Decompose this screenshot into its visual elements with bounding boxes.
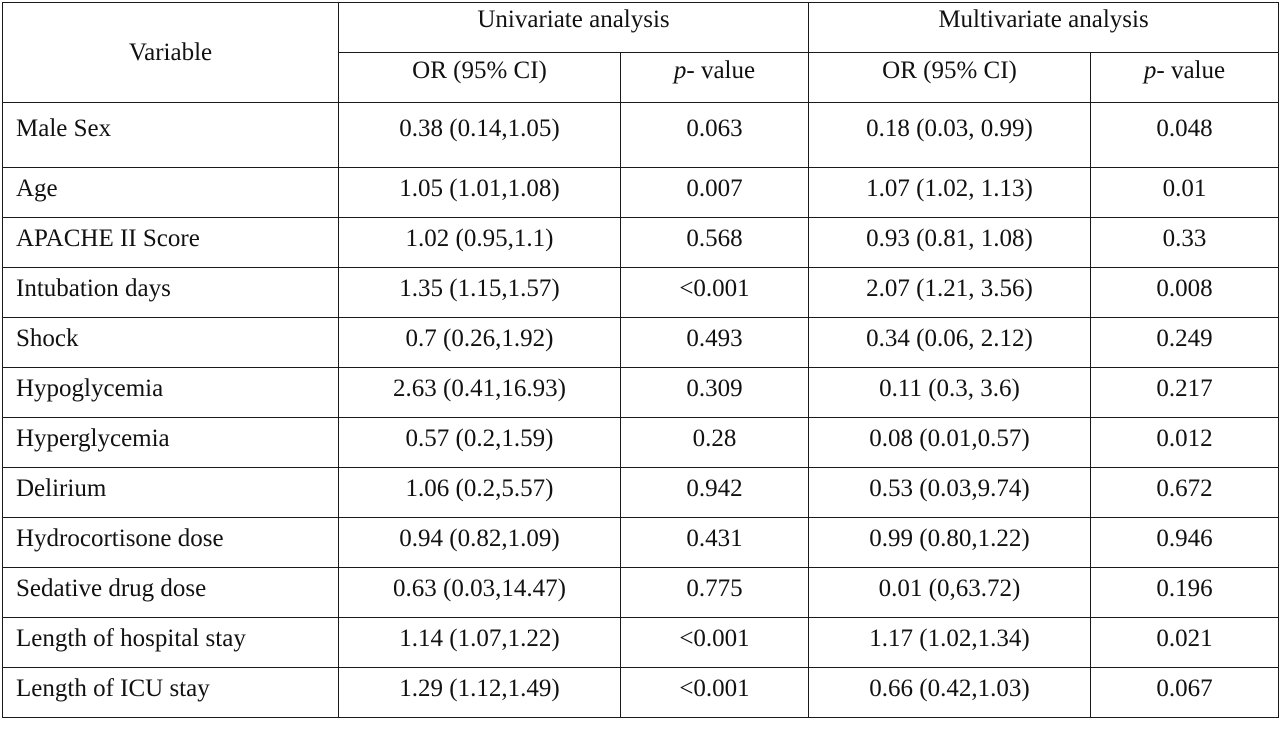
variable-cell: APACHE II Score (2, 217, 339, 268)
multivariate-or-cell: 0.08 (0.01,0.57) (808, 417, 1091, 468)
univariate-p-cell: 0.942 (620, 467, 809, 518)
table-row: Male Sex 0.38 (0.14,1.05) 0.063 0.18 (0.03,… (2, 102, 1279, 168)
table-row: Delirium 1.06 (0.2,5.57) 0.942 0.53 (0.03,9… (2, 467, 1279, 518)
p-italic: p (1143, 57, 1157, 84)
univariate-or-cell: 0.38 (0.14,1.05) (338, 102, 621, 168)
table-row: Sedative drug dose 0.63 (0.03,14.47) 0.775… (2, 567, 1279, 618)
multivariate-p-cell: 0.33 (1090, 217, 1279, 268)
multivariate-p-cell: 0.048 (1090, 102, 1279, 168)
univariate-p-cell: 0.28 (620, 417, 809, 468)
table-row: Shock 0.7 (0.26,1.92) 0.493 0.34 (0.06, 2.1… (2, 317, 1279, 368)
header-row-sub: OR (95% CI) p- value OR (95% CI) p- valu… (3, 52, 1279, 103)
variable-cell: Intubation days (2, 267, 339, 318)
variable-cell: Hyperglycemia (2, 417, 339, 468)
univariate-or-cell: 2.63 (0.41,16.93) (338, 367, 621, 418)
univariate-or-cell: 0.57 (0.2,1.59) (338, 417, 621, 468)
multivariate-header: Multivariate analysis (808, 2, 1279, 53)
variable-cell: Hydrocortisone dose (2, 517, 339, 568)
variable-cell: Length of hospital stay (2, 617, 339, 668)
univariate-or-cell: 1.29 (1.12,1.49) (338, 667, 621, 718)
univariate-p-cell: 0.431 (620, 517, 809, 568)
multivariate-p-cell: 0.012 (1090, 417, 1279, 468)
multivariate-or-cell: 0.18 (0.03, 0.99) (808, 102, 1091, 168)
univariate-or-cell: 1.35 (1.15,1.57) (338, 267, 621, 318)
table-row: Length of ICU stay 1.29 (1.12,1.49) <0.001… (2, 667, 1279, 718)
table-row: Hyperglycemia 0.57 (0.2,1.59) 0.28 0.08 (0.… (2, 417, 1279, 468)
univariate-p-cell: 0.309 (620, 367, 809, 418)
table-body: Male Sex 0.38 (0.14,1.05) 0.063 0.18 (0.03,… (2, 102, 1279, 718)
table-row: Hypoglycemia 2.63 (0.41,16.93) 0.309 0.11 (… (2, 367, 1279, 418)
univariate-or-cell: 1.06 (0.2,5.57) (338, 467, 621, 518)
table-row: APACHE II Score 1.02 (0.95,1.1) 0.568 0.93 … (2, 217, 1279, 268)
univariate-p-cell: <0.001 (620, 667, 809, 718)
multivariate-or-cell: 0.66 (0.42,1.03) (808, 667, 1091, 718)
multivariate-or-cell: 0.01 (0,63.72) (808, 567, 1091, 618)
multivariate-or-cell: 1.07 (1.02, 1.13) (808, 167, 1091, 218)
univariate-p-cell: <0.001 (620, 267, 809, 318)
variable-cell: Sedative drug dose (2, 567, 339, 618)
multivariate-or-cell: 2.07 (1.21, 3.56) (808, 267, 1091, 318)
table-row: Age 1.05 (1.01,1.08) 0.007 1.07 (1.02, 1.13… (2, 167, 1279, 218)
univariate-or-cell: 0.7 (0.26,1.92) (338, 317, 621, 368)
p-value-suffix: - value (1156, 57, 1226, 84)
table-row: Length of hospital stay 1.14 (1.07,1.22) <… (2, 617, 1279, 668)
multivariate-p-cell: 0.021 (1090, 617, 1279, 668)
univariate-header: Univariate analysis (338, 2, 809, 53)
multivariate-or-cell: 0.93 (0.81, 1.08) (808, 217, 1091, 268)
univariate-p-cell: 0.568 (620, 217, 809, 268)
multivariate-p-header: p- value (1090, 52, 1279, 103)
multivariate-p-cell: 0.067 (1090, 667, 1279, 718)
variable-cell: Length of ICU stay (2, 667, 339, 718)
univariate-or-header: OR (95% CI) (338, 52, 621, 103)
multivariate-or-cell: 0.53 (0.03,9.74) (808, 467, 1091, 518)
variable-cell: Hypoglycemia (2, 367, 339, 418)
table-row: Hydrocortisone dose 0.94 (0.82,1.09) 0.431… (2, 517, 1279, 568)
table-row: Intubation days 1.35 (1.15,1.57) <0.001 2.0… (2, 267, 1279, 318)
variable-header: Variable (2, 2, 339, 103)
multivariate-p-cell: 0.946 (1090, 517, 1279, 568)
multivariate-p-cell: 0.217 (1090, 367, 1279, 418)
multivariate-or-cell: 0.34 (0.06, 2.12) (808, 317, 1091, 368)
results-table: Variable Univariate analysis Multivariat… (2, 2, 1279, 718)
multivariate-p-cell: 0.196 (1090, 567, 1279, 618)
multivariate-or-cell: 1.17 (1.02,1.34) (808, 617, 1091, 668)
univariate-or-cell: 0.94 (0.82,1.09) (338, 517, 621, 568)
univariate-or-cell: 1.05 (1.01,1.08) (338, 167, 621, 218)
univariate-p-cell: <0.001 (620, 617, 809, 668)
univariate-or-cell: 0.63 (0.03,14.47) (338, 567, 621, 618)
multivariate-or-cell: 0.99 (0.80,1.22) (808, 517, 1091, 568)
univariate-or-cell: 1.14 (1.07,1.22) (338, 617, 621, 668)
header-row-groups: Variable Univariate analysis Multivariat… (2, 2, 1279, 103)
multivariate-or-header: OR (95% CI) (808, 52, 1091, 103)
multivariate-p-cell: 0.672 (1090, 467, 1279, 518)
univariate-p-cell: 0.007 (620, 167, 809, 218)
p-value-suffix: - value (686, 57, 756, 84)
variable-cell: Male Sex (2, 102, 339, 168)
univariate-p-header: p- value (620, 52, 809, 103)
p-italic: p (673, 57, 687, 84)
variable-cell: Shock (2, 317, 339, 368)
multivariate-p-cell: 0.01 (1090, 167, 1279, 218)
variable-cell: Delirium (2, 467, 339, 518)
univariate-or-cell: 1.02 (0.95,1.1) (338, 217, 621, 268)
variable-cell: Age (2, 167, 339, 218)
univariate-p-cell: 0.063 (620, 102, 809, 168)
univariate-p-cell: 0.775 (620, 567, 809, 618)
multivariate-p-cell: 0.008 (1090, 267, 1279, 318)
univariate-p-cell: 0.493 (620, 317, 809, 368)
multivariate-p-cell: 0.249 (1090, 317, 1279, 368)
multivariate-or-cell: 0.11 (0.3, 3.6) (808, 367, 1091, 418)
